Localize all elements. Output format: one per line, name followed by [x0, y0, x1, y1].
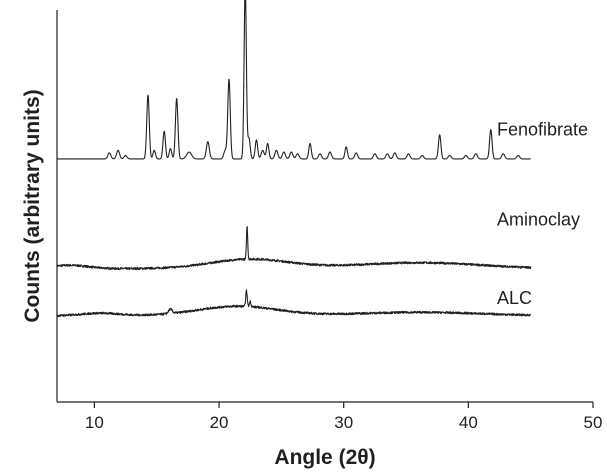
series-trace-aminoclay	[56, 226, 532, 271]
x-axis-title: Angle (2θ)	[274, 446, 375, 469]
x-ticks: 10 20 30 40 50	[85, 402, 603, 432]
series-trace-fenofibrate	[56, 0, 531, 160]
series-label-alc: ALC	[497, 288, 532, 308]
x-tick-label: 30	[334, 413, 353, 432]
series-trace-alc	[56, 289, 532, 318]
x-tick-label: 40	[459, 413, 478, 432]
x-tick-label: 50	[584, 413, 603, 432]
series-label-aminoclay: Aminoclay	[497, 210, 580, 230]
series-labels: Fenofibrate Aminoclay ALC	[497, 119, 588, 308]
x-tick-label: 10	[85, 413, 104, 432]
x-tick-label: 20	[210, 413, 229, 432]
series-label-fenofibrate: Fenofibrate	[497, 119, 588, 139]
series-traces	[56, 0, 532, 318]
y-axis-title: Counts (arbitrary units)	[21, 89, 44, 322]
